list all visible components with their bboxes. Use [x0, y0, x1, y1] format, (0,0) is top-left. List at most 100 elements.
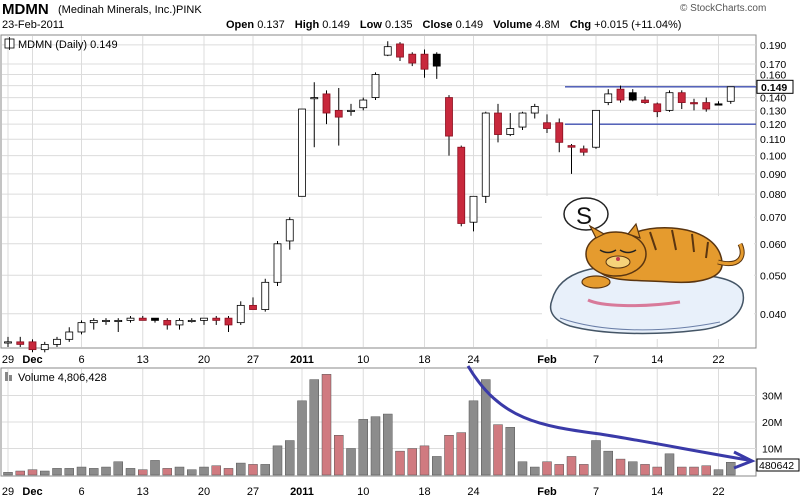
- date-label-top: 10: [357, 354, 369, 366]
- volume-bar: [579, 464, 589, 476]
- candle-body: [690, 102, 698, 105]
- candle-body: [40, 344, 49, 351]
- candle-body: [224, 317, 233, 326]
- volume-bar: [174, 466, 185, 476]
- candle-body: [604, 93, 613, 103]
- candle-body: [163, 319, 172, 326]
- date-label-bottom: 20: [198, 486, 210, 498]
- volume-bar: [334, 435, 344, 476]
- volume-bar: [260, 464, 270, 476]
- volume-bar: [432, 456, 442, 476]
- last-volume-marker: 480642: [756, 458, 800, 472]
- volume-bar: [211, 465, 221, 476]
- candle-body: [334, 109, 343, 118]
- date-label-top: Dec: [22, 354, 42, 366]
- last-price-marker: 0.149: [756, 79, 794, 94]
- quote-summary: Open 0.137 High 0.149 Low 0.135 Close 0.…: [226, 19, 681, 31]
- volume-bar: [689, 466, 699, 476]
- volume-bar: [615, 458, 626, 476]
- date-label-bottom: 13: [137, 486, 149, 498]
- volume-value: 4.8M: [535, 19, 560, 31]
- volume-bar: [701, 465, 711, 476]
- candlesticks: [4, 41, 735, 353]
- candle-body: [641, 99, 649, 103]
- volume-bar: [542, 461, 552, 476]
- date-label-bottom: 7: [593, 486, 599, 498]
- candle-body: [714, 103, 723, 106]
- price-tick-label: 0.120: [760, 119, 786, 131]
- volume-bar: [162, 468, 172, 476]
- candle-body: [138, 317, 147, 321]
- date-label-bottom: 22: [712, 486, 724, 498]
- volume-bar: [591, 440, 601, 476]
- volume-bar: [628, 461, 638, 476]
- volume-bar: [505, 427, 515, 476]
- volume-bar: [517, 461, 528, 476]
- candle-body: [16, 341, 25, 345]
- volume-tick-label: 30M: [762, 391, 782, 403]
- volume-bar: [223, 468, 234, 476]
- volume-bar: [236, 462, 246, 476]
- price-tick-label: 0.160: [760, 70, 786, 82]
- candle-body: [481, 112, 490, 197]
- candle-body: [249, 304, 257, 310]
- last-price-label: 0.149: [761, 82, 787, 94]
- candle-body: [261, 281, 270, 310]
- low-value: 0.135: [384, 19, 413, 31]
- date-label-top: 24: [467, 354, 479, 366]
- date-label-top: 14: [651, 354, 663, 366]
- volume-bar: [677, 466, 687, 476]
- candle-body: [285, 219, 294, 242]
- candle-body: [469, 195, 478, 223]
- candle-body: [677, 92, 686, 103]
- snore-bubble: [563, 197, 609, 231]
- candle-body: [702, 102, 711, 110]
- candle-body: [4, 341, 12, 344]
- volume-tick-label: 10M: [762, 444, 782, 456]
- candle-body: [432, 53, 441, 67]
- volume-trend-arrow: [466, 365, 756, 470]
- date-label-bottom: 2011: [290, 486, 314, 498]
- candle-body: [445, 97, 453, 137]
- price-tick-label: 0.040: [760, 309, 786, 321]
- date-label-top: 2011: [290, 354, 314, 366]
- date-axis-labels-top: 29 Dec 6 13 20 27 2011 10 18 24 Feb 7 14 22: [2, 354, 725, 366]
- date-label-bottom: 18: [418, 486, 430, 498]
- candle-body: [200, 317, 208, 321]
- price-tick-label: 0.070: [760, 212, 786, 224]
- candle-body: [555, 122, 564, 143]
- volume-bar: [444, 435, 454, 476]
- volume-bar: [713, 469, 724, 476]
- volume-bar: [3, 472, 13, 476]
- candle-body: [175, 319, 184, 326]
- volume-bar: [652, 466, 662, 476]
- candle-body: [543, 122, 551, 129]
- volume-bar: [370, 416, 381, 476]
- price-tick-label: 0.140: [760, 93, 786, 105]
- date-label-bottom: 27: [247, 486, 259, 498]
- volume-bar: [15, 470, 25, 476]
- date-label-bottom: 6: [78, 486, 84, 498]
- volume-bar: [272, 445, 283, 476]
- candle-body: [126, 317, 135, 321]
- date-label-bottom: 29: [2, 486, 14, 498]
- open-label: Open: [226, 19, 255, 31]
- change-value: +0.015 (+11.04%): [594, 19, 682, 31]
- date-label-bottom: Dec: [22, 486, 42, 498]
- volume-label: Volume: [493, 19, 533, 31]
- candle-body: [322, 93, 331, 114]
- price-tick-label: 0.090: [760, 169, 786, 181]
- stockcharts-brand: © StockCharts.com: [680, 3, 767, 14]
- date-label-top: 20: [198, 354, 210, 366]
- candle-body: [420, 53, 429, 70]
- close-value: 0.149: [455, 19, 484, 31]
- volume-bar: [89, 468, 99, 476]
- volume-tick-label: 20M: [762, 417, 782, 429]
- volume-bar: [468, 400, 479, 476]
- high-label: High: [294, 19, 320, 31]
- price-tick-label: 0.050: [760, 270, 786, 282]
- volume-bar: [603, 450, 613, 476]
- volume-bar: [40, 470, 50, 476]
- candle-body: [53, 338, 61, 345]
